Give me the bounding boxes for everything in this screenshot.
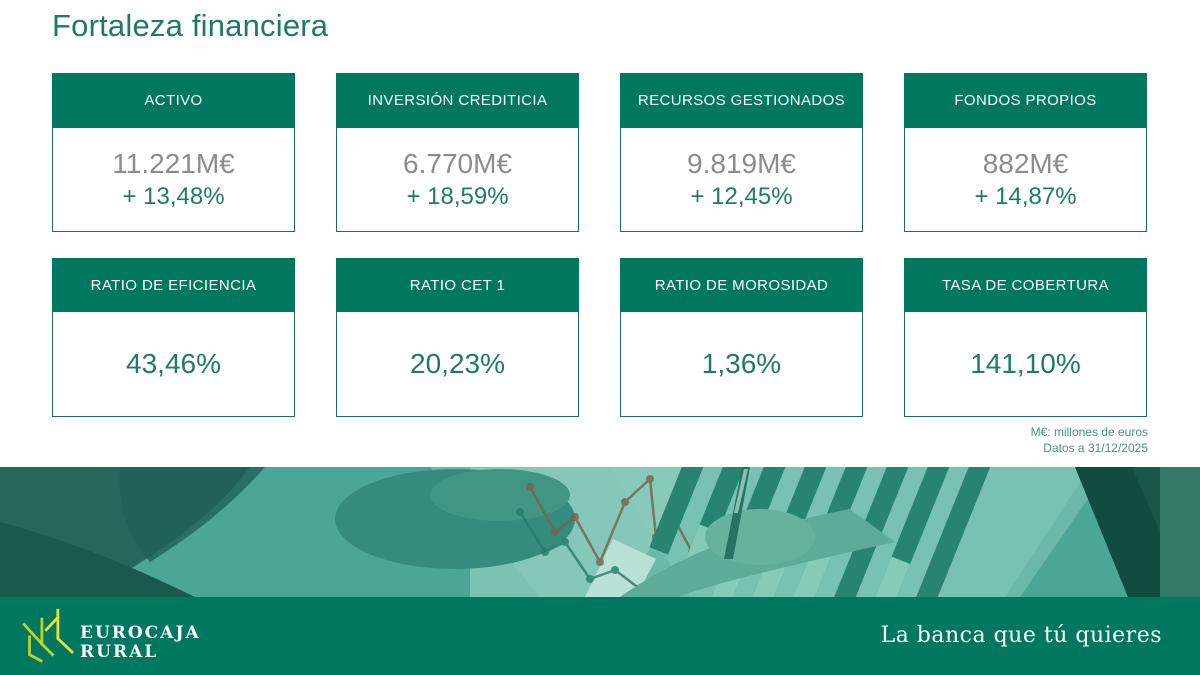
kpi-card-header: TASA DE COBERTURA (904, 258, 1147, 312)
page-title: Fortaleza financiera (52, 8, 329, 43)
kpi-value: 1,36% (701, 348, 782, 380)
kpi-card-body: 141,10% (905, 312, 1146, 416)
kpi-delta: + 13,48% (122, 183, 225, 211)
kpi-card-body: 11.221M€ + 13,48% (53, 128, 294, 231)
kpi-card-ratio-morosidad: RATIO DE MOROSIDAD 1,36% (620, 258, 863, 417)
kpi-card-header: ACTIVO (52, 73, 295, 128)
kpi-card-header: RATIO DE EFICIENCIA (52, 258, 295, 312)
kpi-card-ratio-cet1: RATIO CET 1 20,23% (336, 258, 579, 417)
kpi-value: 43,46% (126, 348, 221, 380)
kpi-delta: + 12,45% (690, 183, 793, 211)
photo-banner-illustration (0, 467, 1200, 597)
kpi-card-header: INVERSIÓN CREDITICIA (336, 73, 579, 128)
kpi-value: 9.819M€ (687, 147, 796, 179)
kpi-card-header: RECURSOS GESTIONADOS (620, 73, 863, 128)
kpi-card-recursos-gestionados: RECURSOS GESTIONADOS 9.819M€ + 12,45% (620, 73, 863, 232)
kpi-delta: + 18,59% (406, 183, 509, 211)
kpi-grid-row-2: RATIO DE EFICIENCIA 43,46% RATIO CET 1 2… (52, 258, 1148, 417)
eurocaja-leaf-icon (22, 608, 75, 663)
kpi-card-ratio-eficiencia: RATIO DE EFICIENCIA 43,46% (52, 258, 295, 417)
brand-line-2: RURAL (80, 642, 159, 662)
footnotes: M€: millones de euros Datos a 31/12/2025 (1031, 424, 1148, 456)
kpi-card-body: 43,46% (53, 312, 294, 416)
kpi-grid-row-1: ACTIVO 11.221M€ + 13,48% INVERSIÓN CREDI… (52, 73, 1148, 232)
footer-bar: EUROCAJA RURAL La banca que tú quieres (0, 597, 1200, 675)
kpi-card-tasa-cobertura: TASA DE COBERTURA 141,10% (904, 258, 1147, 417)
kpi-card-fondos-propios: FONDOS PROPIOS 882M€ + 14,87% (904, 73, 1147, 232)
kpi-card-body: 20,23% (337, 312, 578, 416)
kpi-delta: + 14,87% (974, 183, 1077, 211)
kpi-card-body: 1,36% (621, 312, 862, 416)
brand-logo: EUROCAJA RURAL (20, 605, 201, 667)
kpi-value: 882M€ (982, 147, 1069, 179)
brand-wordmark: EUROCAJA RURAL (80, 624, 201, 661)
kpi-card-activo: ACTIVO 11.221M€ + 13,48% (52, 73, 295, 232)
kpi-value: 20,23% (410, 348, 505, 380)
kpi-value: 11.221M€ (112, 147, 235, 179)
kpi-card-body: 9.819M€ + 12,45% (621, 128, 862, 231)
photo-banner (0, 467, 1200, 597)
kpi-value: 6.770M€ (403, 147, 512, 179)
brand-tagline: La banca que tú quieres (880, 623, 1162, 648)
kpi-value: 141,10% (970, 348, 1081, 380)
kpi-card-body: 6.770M€ + 18,59% (337, 128, 578, 231)
kpi-card-inversion-crediticia: INVERSIÓN CREDITICIA 6.770M€ + 18,59% (336, 73, 579, 232)
brand-line-1: EUROCAJA (80, 623, 201, 644)
footnote-date: Datos a 31/12/2025 (1043, 441, 1148, 456)
kpi-card-body: 882M€ + 14,87% (905, 128, 1146, 231)
kpi-card-header: RATIO DE MOROSIDAD (620, 258, 863, 312)
footnote-units: M€: millones de euros (1030, 425, 1148, 439)
kpi-card-header: RATIO CET 1 (336, 258, 579, 312)
kpi-card-header: FONDOS PROPIOS (904, 73, 1147, 128)
